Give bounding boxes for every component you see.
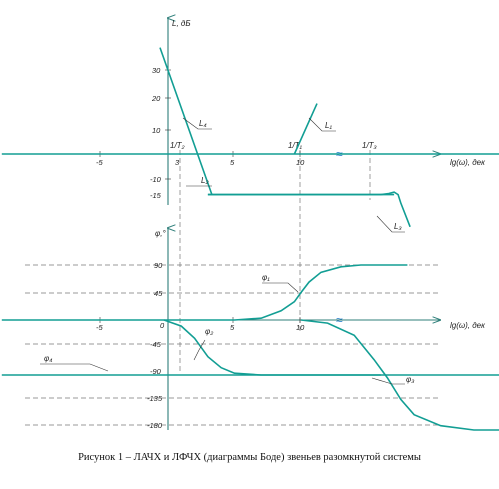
mag-xtick-10: 10 — [296, 158, 305, 167]
phase-axis-break-mark: ≈ — [336, 313, 343, 327]
mag-label-l4: L₄ — [199, 119, 207, 128]
phase-xtick-minus5: -5 — [96, 323, 103, 332]
mag-tick-minus10: -10 — [150, 175, 162, 184]
mag-xtick-minus5: -5 — [96, 158, 103, 167]
phase-tick-0: 0 — [160, 321, 165, 330]
mag-curve-l3 — [207, 191, 411, 228]
leader-l1 — [308, 117, 336, 132]
magnitude-plot: L, дБ lg(ω), дек 30 20 10 -10 -15 -5 3 5… — [1, 18, 499, 372]
phase-label-phi1: φ₁ — [262, 273, 270, 282]
phase-x-axis-label: lg(ω), дек — [450, 321, 486, 330]
leader-phi1 — [262, 282, 299, 293]
mag-label-l2: L₂ — [201, 176, 209, 185]
phase-y-axis-label: φ,° — [155, 229, 166, 238]
mag-xtick-3: 3 — [175, 158, 180, 167]
phase-label-phi4: φ₄ — [44, 354, 52, 363]
phase-y-ticks: 90 45 0 -45 -90 -135 -180 — [147, 261, 165, 430]
figure-caption: Рисунок 1 – ЛАЧХ и ЛФЧХ (диаграммы Боде)… — [78, 452, 421, 463]
leader-l4 — [182, 117, 212, 130]
phase-curve-phi2 — [163, 319, 381, 376]
mag-tick-10: 10 — [152, 126, 161, 135]
phase-tick-minus45: -45 — [150, 340, 162, 349]
leader-phi3 — [371, 377, 405, 385]
mag-label-l1: L₁ — [325, 121, 332, 130]
mag-xtick-5: 5 — [230, 158, 235, 167]
phase-xtick-10: 10 — [296, 323, 305, 332]
mag-tick-minus15: -15 — [150, 191, 162, 200]
phase-tick-90: 90 — [154, 261, 163, 270]
mag-x-axis-label: lg(ω), дек — [450, 158, 486, 167]
breakpoint-t3-label: 1/T₃ — [362, 141, 377, 150]
mag-curve-l1 — [293, 103, 318, 155]
phase-tick-minus90: -90 — [150, 367, 162, 376]
leader-phi2 — [193, 339, 206, 361]
phase-tick-45: 45 — [154, 289, 163, 298]
phase-plot: φ,° lg(ω), дек 90 45 0 -45 -90 -135 -180… — [1, 228, 499, 431]
phase-xtick-5: 5 — [230, 323, 235, 332]
phase-label-phi2: φ₂ — [205, 327, 213, 336]
phase-tick-minus180: -180 — [147, 421, 163, 430]
phase-curve-phi1 — [1, 264, 408, 321]
mag-tick-30: 30 — [152, 66, 161, 75]
mag-y-axis-label: L, дБ — [172, 19, 191, 28]
mag-curve-l4 — [159, 47, 213, 195]
breakpoint-t2-label: 1/T₂ — [170, 141, 185, 150]
mag-label-l3: L₃ — [394, 222, 402, 231]
leader-phi4 — [40, 363, 109, 372]
breakpoint-t1-label: 1/T₁ — [288, 141, 303, 150]
phase-curve-phi3 — [300, 319, 499, 431]
phase-tick-minus135: -135 — [147, 394, 163, 403]
mag-tick-20: 20 — [151, 94, 161, 103]
phase-label-phi3: φ₃ — [406, 375, 414, 384]
leader-l3 — [376, 215, 405, 233]
